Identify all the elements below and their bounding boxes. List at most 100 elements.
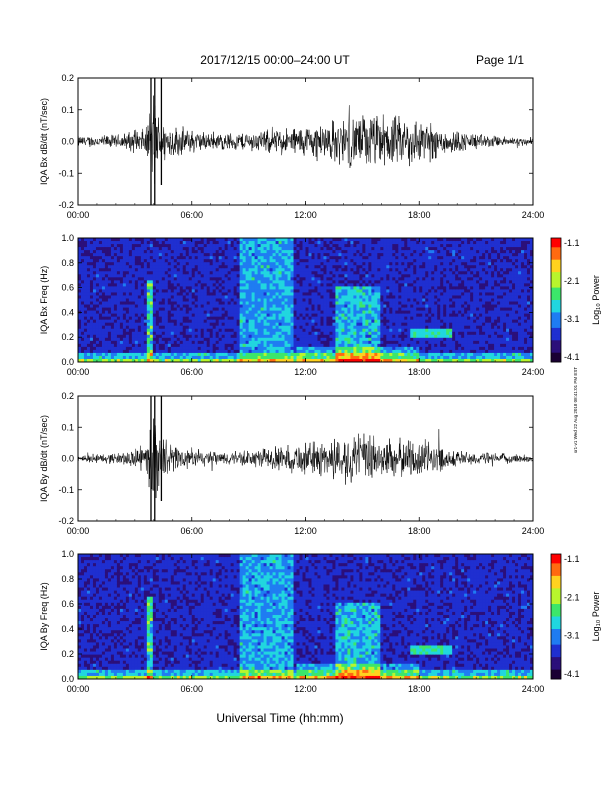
heat-cell [365, 340, 369, 345]
heat-cell [281, 241, 285, 245]
heat-cell [179, 304, 184, 308]
heat-cell [83, 340, 88, 345]
heat-cell [188, 310, 193, 315]
heat-cell [263, 316, 267, 321]
heat-cell [362, 307, 366, 311]
heat-cell [212, 268, 217, 272]
heat-cell [290, 286, 294, 290]
heat-cell [146, 238, 151, 242]
heat-cell [185, 328, 190, 333]
heat-cell [110, 280, 115, 284]
heat-cell [293, 280, 297, 284]
heat-cell [317, 322, 321, 327]
heat-cell [78, 256, 82, 260]
heat-cell [101, 247, 106, 251]
heat-cell [146, 277, 151, 281]
heat-cell [209, 265, 214, 269]
heat-cell [122, 355, 127, 360]
heat-cell [431, 256, 435, 260]
heat-cell [434, 310, 438, 315]
heat-cell [191, 247, 196, 251]
heat-cell [377, 265, 381, 269]
heat-cell [191, 268, 196, 272]
heat-cell [284, 283, 288, 287]
heat-cell [80, 271, 85, 275]
heat-cell [392, 268, 396, 272]
heat-cell [275, 352, 279, 357]
heat-cell [296, 283, 300, 287]
heat-cell [413, 313, 417, 318]
heat-cell [131, 265, 136, 269]
heat-cell [200, 289, 205, 293]
heat-cell [134, 247, 139, 251]
heat-cell [113, 241, 118, 245]
heat-cell [257, 289, 261, 293]
heat-cell [410, 352, 414, 357]
heat-cell [158, 325, 163, 330]
heat-cell [263, 238, 267, 242]
heat-cell [173, 328, 178, 333]
heat-cell [425, 268, 429, 272]
heat-cell [245, 352, 250, 357]
heat-cell [245, 292, 250, 296]
heat-cell [194, 238, 199, 242]
heat-cell [191, 253, 196, 257]
heat-cell [179, 265, 184, 269]
heat-cell [239, 250, 244, 254]
heat-cell [395, 274, 399, 278]
heat-cell [92, 304, 97, 308]
heat-cell [410, 292, 414, 296]
heat-cell [308, 259, 312, 263]
heat-cell [197, 295, 202, 299]
heat-cell [251, 271, 256, 275]
heat-cell [80, 283, 85, 287]
heat-cell [203, 280, 208, 284]
heat-cell [146, 286, 151, 290]
heat-cell [323, 280, 327, 284]
heat-cell [392, 304, 396, 308]
heat-cell [89, 247, 94, 251]
page-label: Page 1/1 [476, 53, 524, 67]
heat-cell [350, 250, 354, 254]
heat-cell [278, 241, 282, 245]
heat-cell [284, 346, 288, 351]
heat-cell [257, 238, 261, 242]
heat-cell [425, 319, 429, 324]
heat-cell [98, 307, 103, 311]
heat-cell [260, 352, 264, 357]
heat-cell [167, 340, 172, 345]
heat-cell [353, 328, 357, 333]
heat-cell [170, 247, 175, 251]
heat-cell [272, 256, 276, 260]
heat-cell [260, 301, 264, 305]
heat-cell [191, 310, 196, 315]
heat-cell [224, 322, 229, 327]
heat-cell [269, 280, 273, 284]
heat-cell [257, 316, 261, 321]
heat-cell [206, 328, 211, 333]
heat-cell [110, 340, 115, 345]
heat-cell [119, 340, 124, 345]
heat-cell [83, 358, 88, 363]
heat-cell [371, 250, 375, 254]
heat-cell [236, 244, 241, 248]
heat-cell [293, 241, 297, 245]
heat-cell [182, 268, 187, 272]
heat-cell [377, 253, 381, 257]
heat-cell [368, 286, 372, 290]
heat-cell [164, 355, 169, 360]
heat-cell [161, 247, 166, 251]
heat-cell [179, 274, 184, 278]
heat-cell [392, 343, 396, 348]
heat-cell [350, 352, 354, 357]
heat-cell [347, 346, 351, 351]
heat-cell [119, 256, 124, 260]
heat-cell [239, 283, 244, 287]
heat-cell [224, 289, 229, 293]
heat-cell [149, 307, 154, 311]
heat-cell [149, 295, 154, 299]
heat-cell [179, 262, 184, 266]
heat-cell [224, 316, 229, 321]
heat-cell [221, 247, 226, 251]
heat-cell [179, 358, 184, 363]
